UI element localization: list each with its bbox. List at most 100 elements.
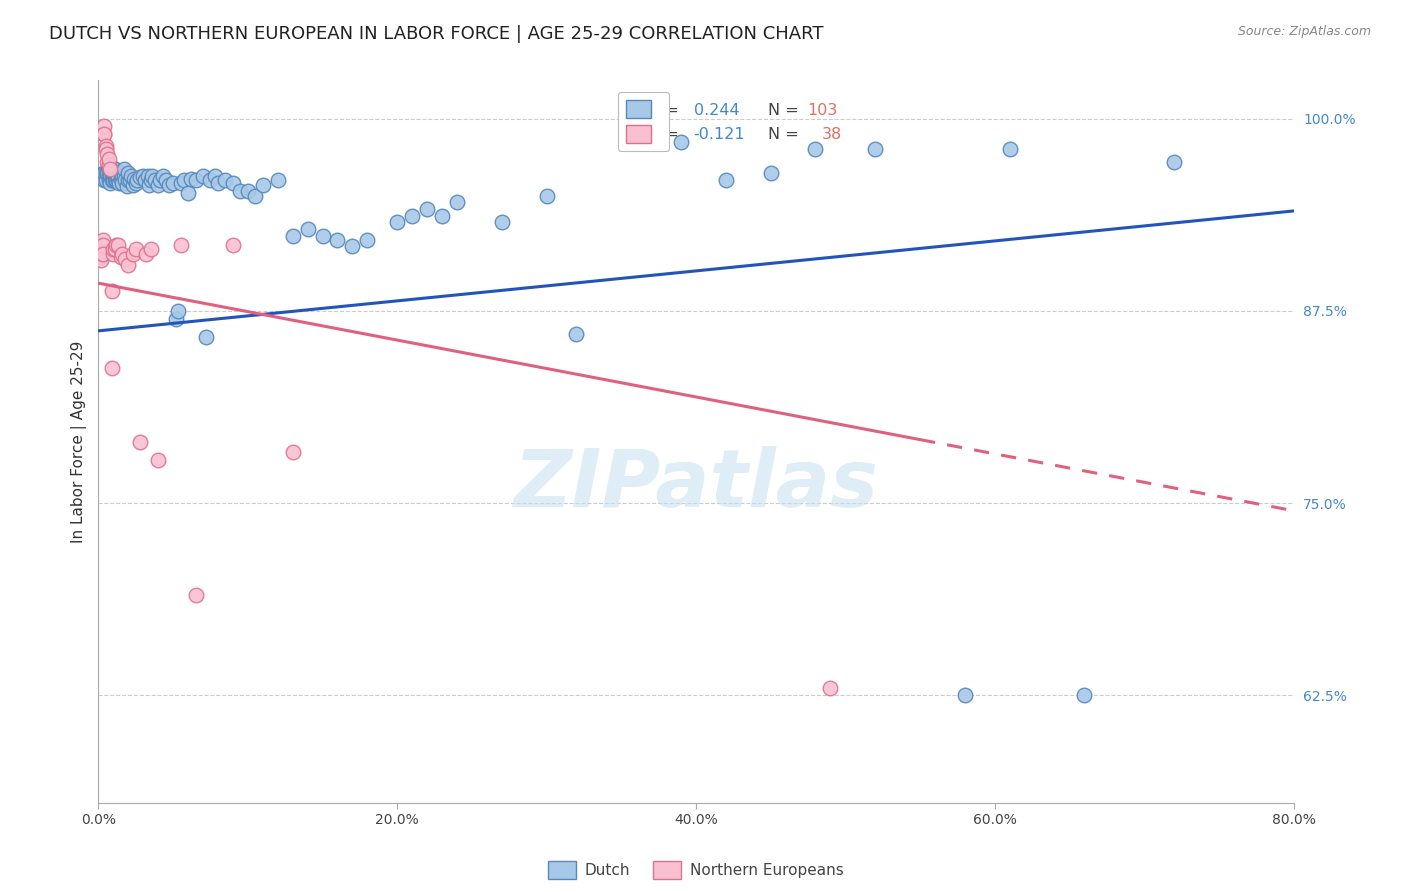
Point	[297, 222, 319, 236]
Point	[97, 161, 120, 175]
Point	[342, 239, 364, 253]
Point	[184, 588, 207, 602]
Point	[94, 139, 117, 153]
Point	[141, 169, 163, 183]
Text: ZIPatlas: ZIPatlas	[513, 446, 879, 524]
Point	[820, 681, 842, 695]
Point	[118, 173, 141, 187]
Point	[110, 250, 132, 264]
Point	[94, 165, 117, 179]
Point	[104, 162, 127, 177]
Point	[184, 173, 207, 187]
Point	[107, 237, 129, 252]
Text: N =: N =	[768, 128, 804, 142]
Point	[127, 173, 149, 187]
Point	[96, 165, 118, 179]
Point	[536, 188, 558, 202]
Point	[173, 173, 195, 187]
Point	[565, 326, 588, 341]
Point	[105, 237, 128, 252]
Y-axis label: In Labor Force | Age 25-29: In Labor Force | Age 25-29	[72, 341, 87, 542]
Point	[169, 237, 191, 252]
Point	[96, 165, 118, 179]
Point	[91, 247, 114, 261]
Point	[136, 169, 159, 183]
Point	[157, 178, 180, 192]
Point	[200, 173, 222, 187]
Point	[714, 173, 737, 187]
Point	[114, 173, 136, 187]
Point	[155, 173, 177, 187]
Point	[110, 165, 132, 179]
Point	[104, 169, 127, 183]
Point	[117, 258, 139, 272]
Text: 0.244: 0.244	[693, 103, 740, 119]
Text: 103: 103	[807, 103, 838, 119]
Point	[101, 360, 124, 375]
Point	[311, 228, 333, 243]
Point	[416, 202, 439, 217]
Text: 38: 38	[821, 128, 842, 142]
Point	[446, 194, 468, 209]
Point	[93, 127, 115, 141]
Point	[107, 173, 129, 187]
Point	[101, 169, 124, 183]
Point	[117, 173, 139, 187]
Point	[245, 188, 267, 202]
Point	[98, 162, 122, 177]
Point	[166, 304, 188, 318]
Point	[491, 215, 513, 229]
Point	[103, 173, 125, 187]
Text: Source: ZipAtlas.com: Source: ZipAtlas.com	[1237, 25, 1371, 38]
Point	[103, 243, 125, 257]
Point	[96, 154, 118, 169]
Point	[207, 176, 229, 190]
Point	[111, 176, 134, 190]
Point	[96, 147, 118, 161]
Point	[191, 169, 214, 183]
Point	[998, 143, 1021, 157]
Point	[111, 170, 134, 185]
Point	[89, 237, 111, 252]
Point	[103, 169, 125, 183]
Point	[281, 228, 304, 243]
Point	[104, 243, 127, 257]
Point	[236, 184, 259, 198]
Point	[143, 173, 166, 187]
Point	[430, 209, 453, 223]
Point	[267, 173, 290, 187]
Point	[101, 162, 124, 177]
Point	[222, 237, 245, 252]
Point	[152, 169, 174, 183]
Point	[177, 186, 200, 200]
Point	[107, 169, 129, 183]
Point	[401, 209, 423, 223]
Point	[129, 434, 152, 449]
Point	[115, 179, 138, 194]
Point	[91, 237, 114, 252]
Text: DUTCH VS NORTHERN EUROPEAN IN LABOR FORCE | AGE 25-29 CORRELATION CHART: DUTCH VS NORTHERN EUROPEAN IN LABOR FORC…	[49, 25, 824, 43]
Point	[121, 178, 143, 192]
Point	[124, 171, 146, 186]
Point	[103, 165, 125, 179]
Point	[1073, 688, 1095, 702]
Point	[356, 233, 378, 247]
Point	[148, 453, 170, 467]
Point	[165, 311, 187, 326]
Point	[94, 143, 117, 157]
Point	[195, 330, 218, 344]
Point	[98, 165, 122, 179]
Point	[93, 127, 115, 141]
Point	[125, 176, 148, 190]
Point	[93, 173, 115, 187]
Point	[93, 165, 115, 179]
Point	[94, 173, 117, 187]
Point	[804, 143, 827, 157]
Point	[626, 135, 648, 149]
Point	[139, 173, 162, 187]
Text: R =: R =	[650, 103, 685, 119]
Point	[93, 120, 115, 134]
Legend: Dutch, Northern Europeans: Dutch, Northern Europeans	[543, 855, 849, 885]
Point	[105, 165, 128, 179]
Point	[132, 169, 155, 183]
